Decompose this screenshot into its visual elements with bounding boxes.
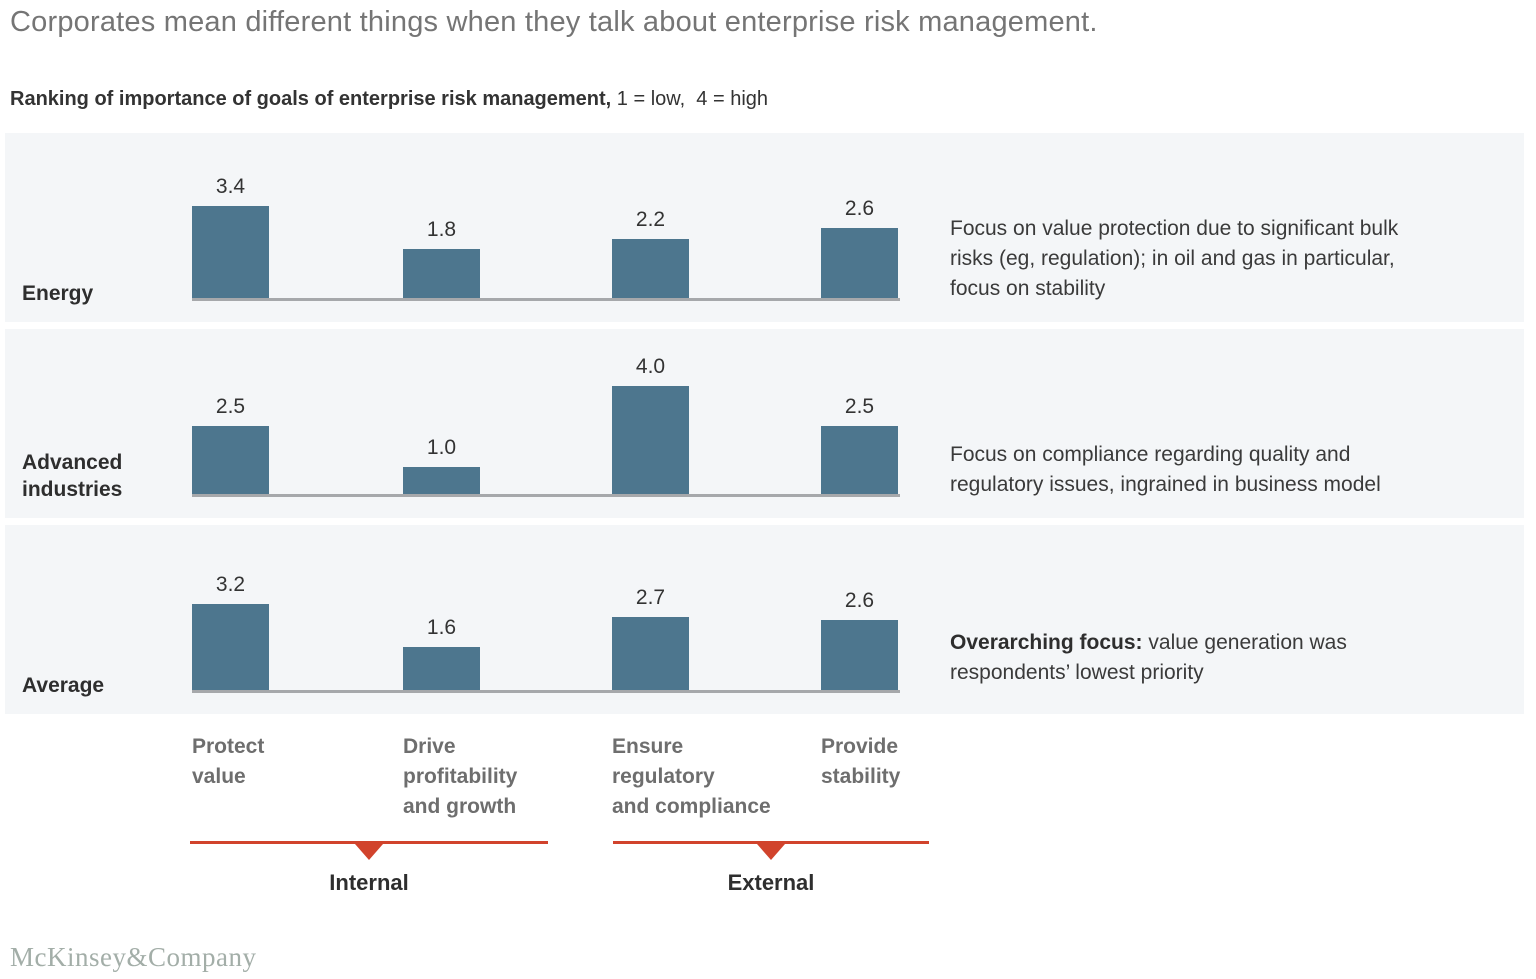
category-label-provide-stability: Provide stability	[821, 735, 901, 788]
bar-value-label: 1.8	[426, 218, 457, 241]
bar-value-label: 3.2	[215, 573, 246, 596]
row-panel-average: Average 3.2 1.6 2.7 2.6 Overarching focu…	[5, 525, 1524, 714]
triangle-down-icon	[757, 844, 785, 860]
axis-baseline	[192, 298, 900, 301]
axis-baseline	[192, 494, 900, 497]
row-label-average: Average	[22, 674, 105, 697]
bar-value-label: 2.6	[844, 197, 875, 220]
bar-energy-ensure-regulatory	[612, 239, 689, 298]
bar-group: 2.7	[612, 586, 689, 690]
category-label-ensure-regulatory: Ensure regulatory and compliance	[612, 735, 771, 818]
triangle-down-icon	[355, 844, 383, 860]
bar-value-label: 2.6	[844, 589, 875, 612]
bar-group: 3.4	[192, 175, 269, 298]
mckinsey-logo: McKinsey&Company	[10, 942, 257, 972]
bar-group: 4.0	[612, 355, 689, 494]
bar-group: 1.0	[403, 436, 480, 494]
bar-energy-drive-profitability	[403, 249, 480, 298]
bar-group: 2.6	[821, 197, 898, 298]
bar-group: 2.2	[612, 208, 689, 298]
chart-subtitle-scale: 1 = low, 4 = high	[611, 88, 769, 110]
chart-subtitle-main: Ranking of importance of goals of enterp…	[10, 88, 612, 110]
bar-value-label: 2.2	[635, 208, 666, 231]
annotation-lead: Overarching focus:	[950, 631, 1143, 654]
bar-group: 1.6	[403, 616, 480, 690]
annotation-text: value generation was respondents’ lowest…	[950, 631, 1347, 684]
group-line	[190, 841, 548, 844]
bar-advanced-protect-value	[192, 426, 269, 494]
bar-group: 2.6	[821, 589, 898, 690]
group-label-external: External	[727, 870, 815, 895]
group-bracket-internal: Internal	[190, 841, 548, 896]
bar-advanced-ensure-regulatory	[612, 386, 689, 494]
bar-value-label: 1.0	[426, 436, 457, 459]
bar-value-label: 1.6	[426, 616, 457, 639]
group-bracket-external: External	[613, 841, 929, 896]
row-label-advanced-industries: Advanced industries	[22, 451, 123, 501]
bar-advanced-provide-stability	[821, 426, 898, 494]
bar-value-label: 2.7	[635, 586, 666, 609]
annotation-average: Overarching focus: value generation was …	[950, 598, 1525, 688]
bar-average-ensure-regulatory	[612, 617, 689, 690]
category-label-protect-value: Protect value	[192, 735, 265, 788]
row-panel-advanced-industries: Advanced industries 2.5 1.0 4.0 2.5 Focu…	[5, 329, 1524, 518]
page-title: Corporates mean different things when th…	[10, 6, 1098, 38]
bar-group: 3.2	[192, 573, 269, 690]
row-label-energy: Energy	[22, 282, 94, 305]
row-panel-energy: Energy 3.4 1.8 2.2 2.6 Focus on value pr…	[5, 133, 1524, 322]
annotation-energy: Focus on value protection due to signifi…	[950, 184, 1525, 304]
bar-group: 2.5	[192, 395, 269, 494]
bar-energy-provide-stability	[821, 228, 898, 298]
axis-baseline	[192, 690, 900, 693]
chart-subtitle: Ranking of importance of goals of enterp…	[10, 88, 768, 111]
bar-group: 2.5	[821, 395, 898, 494]
bar-advanced-drive-profitability	[403, 467, 480, 494]
bar-value-label: 4.0	[635, 355, 666, 378]
annotation-text: Focus on value protection due to signifi…	[950, 217, 1399, 300]
group-line	[613, 841, 929, 844]
bar-average-drive-profitability	[403, 647, 480, 690]
bar-energy-protect-value	[192, 206, 269, 298]
category-label-drive-profitability: Drive profitability and growth	[403, 735, 518, 818]
bar-group: 1.8	[403, 218, 480, 298]
annotation-advanced-industries: Focus on compliance regarding quality an…	[950, 410, 1525, 500]
bar-average-provide-stability	[821, 620, 898, 690]
bar-value-label: 2.5	[844, 395, 875, 418]
bar-value-label: 2.5	[215, 395, 246, 418]
bar-average-protect-value	[192, 604, 269, 690]
bar-value-label: 3.4	[215, 175, 246, 198]
group-label-internal: Internal	[329, 870, 409, 895]
annotation-text: Focus on compliance regarding quality an…	[950, 443, 1381, 496]
